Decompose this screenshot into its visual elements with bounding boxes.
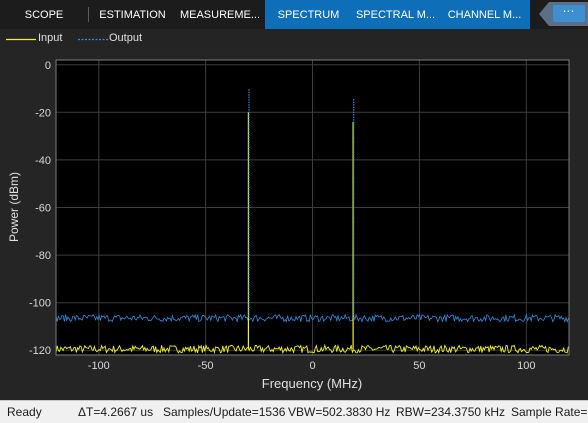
y-tick-label: -60 <box>35 203 51 215</box>
y-tick-label: 0 <box>45 60 51 72</box>
spectrum-plot[interactable]: -100 -50 0 50 100 0 -20 -40 -60 -80 -100 -120 Freq… <box>0 49 588 400</box>
x-tick-label: -100 <box>88 360 110 372</box>
solid-line-icon <box>6 38 36 41</box>
y-tick-label: -100 <box>29 298 51 310</box>
traces <box>55 88 569 355</box>
x-tick-label: 0 <box>309 360 315 372</box>
status-sample-rate: Sample Rate= <box>511 405 588 419</box>
legend-item-output[interactable]: Output <box>78 29 158 49</box>
x-tick-label: -50 <box>198 360 214 372</box>
tab-measurements[interactable]: MEASUREME... <box>179 9 261 21</box>
legend: Input Output <box>0 29 588 49</box>
y-tick-label: -20 <box>35 107 51 119</box>
y-tick-label: -80 <box>35 250 51 262</box>
legend-label-output: Output <box>109 32 143 44</box>
output-trace-noise <box>55 313 569 324</box>
legend-item-input[interactable]: Input <box>6 29 76 49</box>
y-axis-label: Power (dBm) <box>7 172 21 242</box>
status-delta-t: ΔT=4.2667 us <box>78 405 154 419</box>
tab-divider <box>88 7 89 22</box>
status-bar: Ready ΔT=4.2667 us Samples/Update=1536 V… <box>0 400 588 423</box>
tab-channel-measurements[interactable]: CHANNEL M... <box>439 0 530 29</box>
tab-spectral-measurements[interactable]: SPECTRAL M... <box>352 0 439 29</box>
status-samples-per-update: Samples/Update=1536 <box>163 405 286 419</box>
y-tick-label: -120 <box>29 345 51 357</box>
axes-border <box>55 59 570 356</box>
status-ready: Ready <box>7 405 42 419</box>
tab-scope[interactable]: SCOPE <box>24 9 64 21</box>
x-tick-label: 100 <box>517 360 535 372</box>
x-tick-labels: -100 -50 0 50 100 <box>88 360 536 372</box>
trace-peaks <box>247 88 355 350</box>
status-vbw: VBW=502.3830 Hz <box>288 405 391 419</box>
tab-strip: SCOPE ESTIMATION MEASUREME... SPECTRUM S… <box>0 0 588 29</box>
y-tick-labels: 0 -20 -40 -60 -80 -100 -120 <box>29 60 51 357</box>
more-tabs-button[interactable]: ⋯ <box>539 2 588 26</box>
input-trace-noise <box>55 343 569 355</box>
y-tick-label: -40 <box>35 155 51 167</box>
legend-label-input: Input <box>38 32 63 44</box>
x-axis-label: Frequency (MHz) <box>262 376 362 391</box>
status-rbw: RBW=234.3750 kHz <box>396 405 506 419</box>
tab-estimation[interactable]: ESTIMATION <box>99 9 166 21</box>
x-tick-label: 50 <box>413 360 425 372</box>
grid-lines <box>56 60 569 355</box>
dotted-line-icon <box>78 38 108 41</box>
tab-spectrum[interactable]: SPECTRUM <box>265 0 352 29</box>
ellipsis-icon: ⋯ <box>553 5 585 22</box>
